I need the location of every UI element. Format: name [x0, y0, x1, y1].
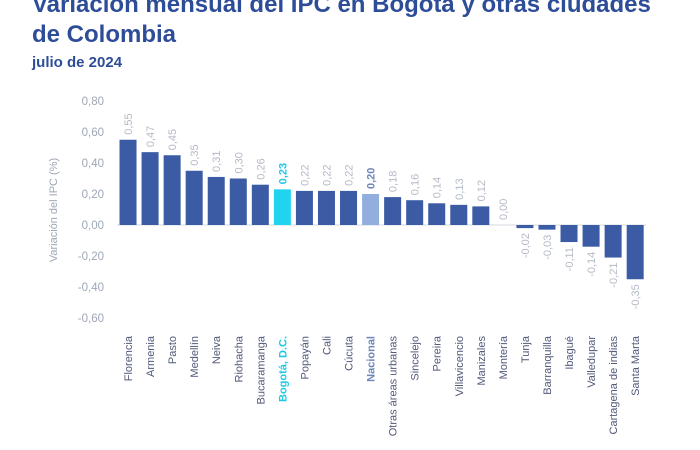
- value-label-santa-marta: -0,35: [630, 284, 642, 309]
- y-tick-label: 0,20: [82, 189, 104, 201]
- value-label-otras-areas-urbanas: 0,18: [388, 171, 400, 192]
- bar-neiva: [207, 176, 225, 225]
- category-label-pasto: Pasto: [167, 336, 179, 364]
- y-tick-label: -0,60: [78, 313, 104, 325]
- x-axis: Florencia Armenia Pasto Medellín Neiva Riohac…: [123, 335, 642, 436]
- category-label-cartagena-de-indias: Cartagena de indias: [608, 336, 620, 435]
- category-label-valledupar: Valledupar: [586, 336, 598, 388]
- bar-barranquilla: [538, 225, 556, 230]
- bar-cali: [317, 190, 335, 225]
- bar-villavicencio: [450, 204, 468, 225]
- category-label-medellin: Medellín: [189, 336, 201, 378]
- value-label-cali: 0,22: [321, 164, 333, 185]
- value-label-valledupar: -0,14: [586, 252, 598, 277]
- category-label-barranquilla: Barranquilla: [542, 335, 554, 395]
- value-label-armenia: 0,47: [145, 126, 157, 147]
- bar-bucaramanga: [251, 184, 269, 225]
- bar-sincelejo: [406, 200, 424, 225]
- bar-florencia: [119, 139, 137, 225]
- category-label-tunja: Tunja: [520, 335, 532, 363]
- category-label-sincelejo: Sincelejo: [410, 336, 422, 381]
- value-label-pasto: 0,45: [167, 129, 179, 150]
- y-tick-label: 0,60: [82, 127, 104, 139]
- value-label-ibague: -0,11: [564, 247, 576, 271]
- value-label-tunja: -0,02: [520, 233, 532, 258]
- value-label-medellin: 0,35: [189, 144, 201, 165]
- bar-santa-marta: [626, 225, 644, 280]
- bar-cartagena-de-indias: [604, 225, 622, 258]
- category-label-bogota-d-c: Bogotá, D.C.: [277, 336, 289, 402]
- category-label-cali: Cali: [321, 336, 333, 355]
- value-label-pereira: 0,14: [432, 177, 444, 198]
- bars: [119, 139, 644, 280]
- category-label-florencia: Florencia: [123, 335, 135, 381]
- value-label-cartagena-de-indias: -0,21: [608, 263, 620, 288]
- value-label-cucuta: 0,22: [344, 164, 356, 185]
- bar-pasto: [163, 155, 181, 225]
- value-label-bogota-d-c: 0,23: [277, 163, 289, 184]
- category-label-armenia: Armenia: [145, 335, 157, 377]
- bar-otras-areas-urbanas: [384, 197, 402, 225]
- y-tick-label: 0,80: [82, 96, 104, 108]
- y-axis: 0,80 0,60 0,40 0,20 0,00 -0,20 -0,40 -0,60: [78, 96, 647, 325]
- y-tick-label: 0,00: [82, 220, 104, 232]
- category-label-popayan: Popayán: [299, 336, 311, 379]
- bar-bogota-d-c: [273, 189, 291, 225]
- category-label-ibague: Ibagué: [564, 336, 576, 370]
- bar-manizales: [472, 206, 490, 225]
- value-labels: 0,55 0,47 0,45 0,35 0,31 0,30 0,26 0,23 0,22 0,22…: [123, 113, 642, 309]
- bar-riohacha: [229, 178, 247, 225]
- category-label-villavicencio: Villavicencio: [454, 336, 466, 396]
- category-label-bucaramanga: Bucaramanga: [255, 335, 267, 404]
- value-label-riohacha: 0,30: [233, 152, 245, 173]
- value-label-neiva: 0,31: [211, 151, 223, 172]
- bar-tunja: [516, 225, 534, 229]
- y-tick-label: -0,40: [78, 282, 104, 294]
- value-label-popayan: 0,22: [299, 164, 311, 185]
- bar-popayan: [295, 190, 313, 225]
- bar-armenia: [141, 152, 159, 225]
- y-axis-label: Variación del IPC (%): [48, 158, 60, 262]
- value-label-nacional: 0,20: [366, 168, 378, 189]
- bar-pereira: [428, 203, 446, 225]
- category-label-monteria: Montería: [498, 335, 510, 379]
- bar-ibague: [560, 225, 578, 243]
- value-label-florencia: 0,55: [123, 113, 135, 134]
- category-label-nacional: Nacional: [366, 336, 378, 382]
- value-label-manizales: 0,12: [476, 180, 488, 201]
- category-label-santa-marta: Santa Marta: [630, 335, 642, 396]
- value-label-monteria: 0,00: [498, 199, 510, 220]
- value-label-bucaramanga: 0,26: [255, 158, 267, 179]
- category-label-riohacha: Riohacha: [233, 335, 245, 382]
- bar-nacional: [362, 194, 380, 225]
- chart-title: Variación mensual del IPC en Bogotá y ot…: [32, 0, 651, 48]
- value-label-villavicencio: 0,13: [454, 178, 466, 199]
- bar-valledupar: [582, 225, 600, 247]
- y-tick-label: -0,20: [78, 251, 104, 263]
- category-label-otras-areas-urbanas: Otras áreas urbanas: [388, 336, 400, 437]
- bar-medellin: [185, 170, 203, 225]
- category-label-neiva: Neiva: [211, 335, 223, 364]
- category-label-manizales: Manizales: [476, 336, 488, 386]
- chart-subtitle: julio de 2024: [32, 54, 123, 71]
- value-label-barranquilla: -0,03: [542, 235, 554, 260]
- y-tick-label: 0,40: [82, 158, 104, 170]
- value-label-sincelejo: 0,16: [410, 174, 422, 195]
- bar-cucuta: [340, 190, 358, 225]
- category-label-pereira: Pereira: [432, 335, 444, 371]
- category-label-cucuta: Cúcuta: [344, 335, 356, 371]
